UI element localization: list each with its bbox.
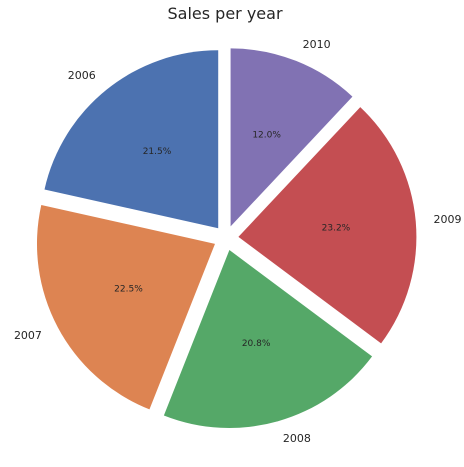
pct-label-2010: 12.0% [252,130,281,140]
chart-title: Sales per year [167,4,283,23]
category-label-2009: 2009 [433,213,461,226]
pct-label-2008: 20.8% [242,339,271,349]
pie-slice-2008 [163,249,373,428]
pie-labels: 21.5% 2006 22.5% 2007 20.8% 2008 23.2% 2009 12.0… [14,38,462,445]
category-label-2006: 2006 [68,69,96,82]
pie-slice-2006 [44,50,219,229]
pie-slice-2007 [36,205,215,410]
category-label-2010: 2010 [303,38,331,51]
pie-slice-2009 [238,107,417,344]
pct-label-2007: 22.5% [114,285,143,295]
category-label-2007: 2007 [14,329,42,342]
pct-label-2006: 21.5% [143,147,172,157]
pie-slices [36,48,417,428]
category-label-2008: 2008 [283,432,311,445]
pie-slice-2010 [230,48,353,227]
pct-label-2009: 23.2% [322,223,351,233]
